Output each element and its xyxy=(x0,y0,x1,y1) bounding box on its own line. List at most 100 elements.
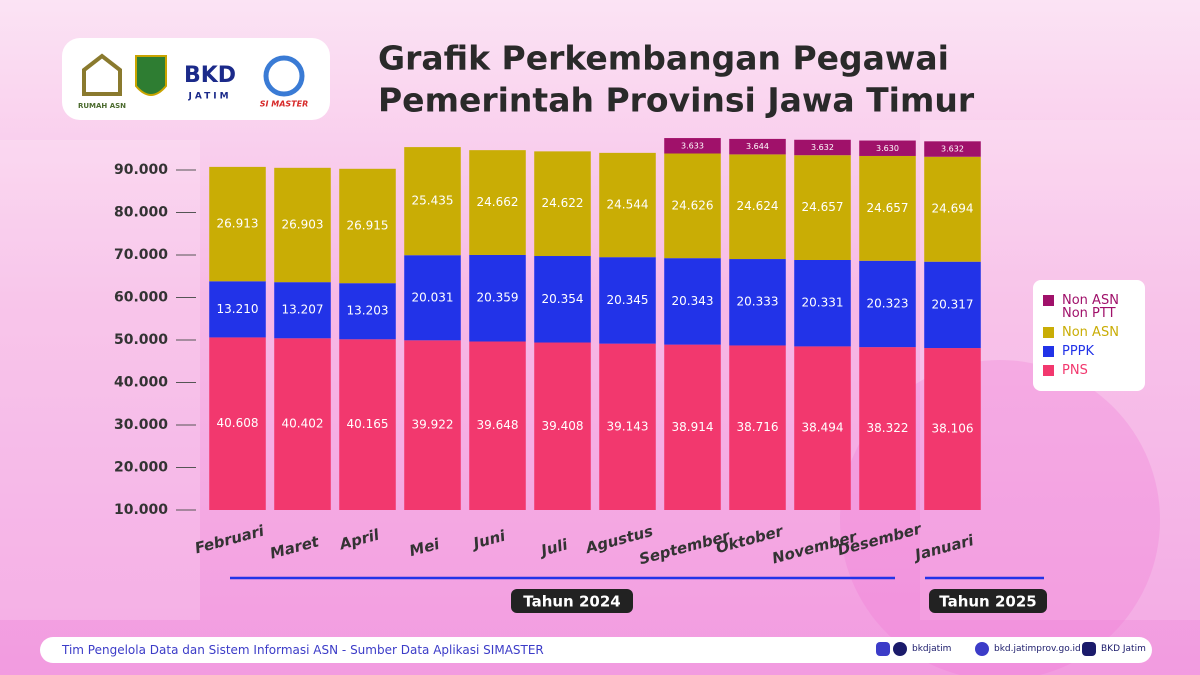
legend-swatch xyxy=(1043,365,1054,376)
bar-segment xyxy=(664,344,721,510)
bar-segment xyxy=(534,342,591,510)
data-label: 24.694 xyxy=(932,202,974,216)
bar-segment xyxy=(859,347,916,510)
group-label: Tahun 2025 xyxy=(939,593,1036,611)
logo-text: BKD xyxy=(184,63,236,88)
data-label: 39.922 xyxy=(412,418,454,432)
y-tick-label: 90.000 xyxy=(114,162,168,178)
bar-segment xyxy=(664,138,721,154)
legend: Non ASN Non PTT Non ASN PPPK PNS xyxy=(1033,280,1145,391)
x-tick-label: April xyxy=(337,525,382,553)
bar-segment xyxy=(924,156,981,262)
bar-segment xyxy=(794,139,851,156)
data-label: 24.626 xyxy=(672,198,714,212)
data-label: 24.622 xyxy=(542,196,584,210)
dots-shape xyxy=(840,360,1160,675)
data-label: 3.632 xyxy=(941,145,964,154)
y-tick-label: 10.000 xyxy=(114,502,168,518)
x-tick-label: Mei xyxy=(407,535,442,560)
bar-segment xyxy=(209,337,266,510)
bar-segment xyxy=(924,141,981,157)
data-label: 39.408 xyxy=(542,419,584,433)
legend-label: Non ASN Non PTT xyxy=(1062,293,1119,321)
data-label: 20.333 xyxy=(737,295,779,309)
data-label: 38.914 xyxy=(672,420,714,434)
legend-swatch xyxy=(1043,346,1054,357)
bar-segment xyxy=(404,255,461,341)
bar-segment xyxy=(404,340,461,510)
footer-text: BKD Jatim xyxy=(1101,644,1146,654)
footer-text: bkd.jatimprov.go.id xyxy=(994,644,1081,654)
data-label: 40.608 xyxy=(217,416,259,430)
chart-title: Grafik Perkembangan Pegawai xyxy=(378,39,949,78)
data-label: 38.716 xyxy=(737,420,779,434)
bar-segment xyxy=(274,167,331,283)
simaster-icon xyxy=(263,55,305,97)
data-label: 13.207 xyxy=(282,303,324,317)
x-tick-label: Juli xyxy=(536,535,570,560)
chart-title: Pemerintah Provinsi Jawa Timur xyxy=(378,81,975,120)
y-tick-label: 20.000 xyxy=(114,460,168,476)
logo-text: RUMAH ASN xyxy=(78,102,126,110)
bar-segment xyxy=(469,341,526,510)
bar-segment xyxy=(599,343,656,510)
data-label: 3.630 xyxy=(876,144,899,153)
bar-segment xyxy=(599,152,656,258)
group-pill xyxy=(511,589,633,613)
bar-segment xyxy=(794,346,851,510)
data-label: 24.624 xyxy=(737,199,779,213)
data-label: 13.210 xyxy=(217,302,259,316)
footer: Tim Pengelola Data dan Sistem Informasi … xyxy=(40,637,1152,663)
data-label: 13.203 xyxy=(347,304,389,318)
bar-segment xyxy=(729,345,786,510)
bar-segment xyxy=(794,155,851,260)
footer-text: bkdjatim xyxy=(912,644,952,654)
youtube-icon xyxy=(1082,642,1096,656)
bar-segment xyxy=(729,259,786,346)
data-label: 3.632 xyxy=(811,143,834,152)
legend-swatch xyxy=(1043,295,1054,306)
jatim-emblem xyxy=(135,55,167,96)
bar-segment xyxy=(664,153,721,259)
logos: RUMAH ASN BKD JATIM SI MASTER xyxy=(78,53,308,110)
bar-segment xyxy=(729,138,786,155)
x-tick-label: Desember xyxy=(836,519,925,559)
y-tick-label: 40.000 xyxy=(114,375,168,391)
y-tick-label: 70.000 xyxy=(114,247,168,263)
data-label: 3.644 xyxy=(746,142,769,151)
data-label: 24.657 xyxy=(802,200,844,214)
data-label: 39.143 xyxy=(607,419,649,433)
legend-label: Non ASN xyxy=(1062,325,1119,340)
x-icon xyxy=(893,642,907,656)
footer-text: Tim Pengelola Data dan Sistem Informasi … xyxy=(62,643,544,657)
data-label: 20.317 xyxy=(932,297,974,311)
rumah-asn-icon xyxy=(82,53,122,96)
bar-segment xyxy=(664,258,721,345)
legend-item: Non ASN Non PTT xyxy=(1041,294,1137,320)
data-label: 24.544 xyxy=(607,198,649,212)
web-icon xyxy=(975,642,989,656)
bar-segment xyxy=(274,338,331,510)
data-label: 24.662 xyxy=(477,195,519,209)
bar-segment xyxy=(209,166,266,282)
logo-panel: RUMAH ASN BKD JATIM SI MASTER xyxy=(62,38,330,120)
instagram-icon xyxy=(876,642,890,656)
bar-segment xyxy=(469,150,526,255)
y-tick-label: 30.000 xyxy=(114,417,168,433)
data-label: 20.354 xyxy=(542,292,584,306)
bar-segment xyxy=(859,155,916,261)
group-label: Tahun 2024 xyxy=(523,593,620,611)
bar-segment xyxy=(729,154,786,260)
data-label: 38.106 xyxy=(932,422,974,436)
bar-segment xyxy=(339,283,396,340)
x-tick-label: Maret xyxy=(268,532,322,562)
data-label: 38.322 xyxy=(867,421,909,435)
building-shape xyxy=(0,140,200,620)
bar-segment xyxy=(339,339,396,510)
data-label: 40.165 xyxy=(347,417,389,431)
data-label: 20.359 xyxy=(477,291,519,305)
data-label: 26.903 xyxy=(282,217,324,231)
group-pill xyxy=(929,589,1047,613)
bar-segment xyxy=(274,282,331,339)
